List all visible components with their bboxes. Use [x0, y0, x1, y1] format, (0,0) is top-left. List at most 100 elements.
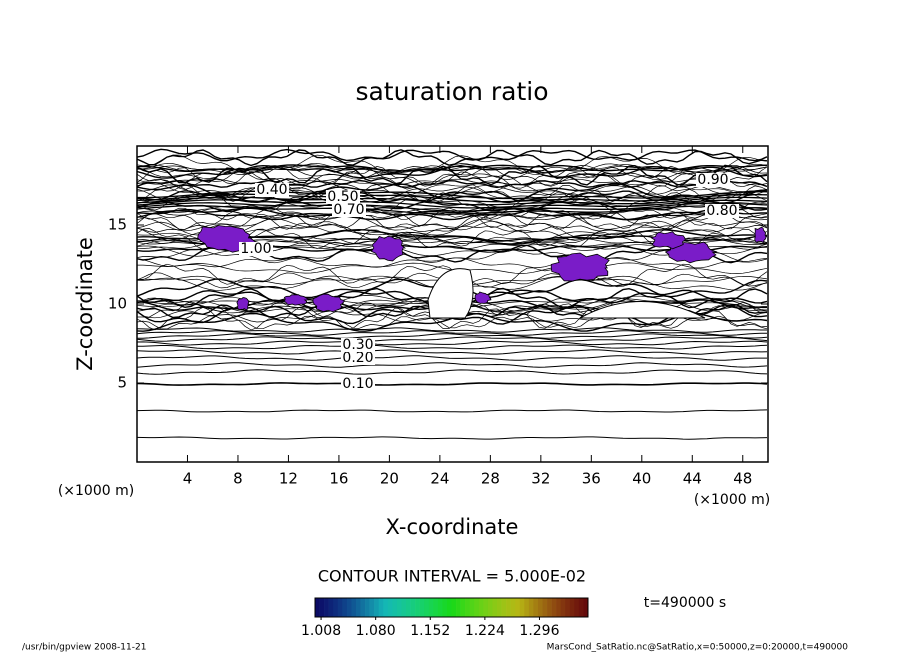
- contour-line: [136, 409, 768, 413]
- colorbar-cell: [437, 598, 443, 617]
- clear-region: [579, 301, 706, 319]
- contour-line: [136, 149, 768, 167]
- contour-label: 0.10: [342, 376, 373, 392]
- footer-left: /usr/bin/gpview 2008-11-21: [22, 643, 146, 653]
- colorbar-cell: [542, 598, 548, 617]
- colorbar-cell: [360, 598, 366, 617]
- x-tick-label: 48: [733, 470, 752, 488]
- time-label: t=490000 s: [644, 595, 726, 611]
- x-tick-label: 4: [183, 470, 193, 488]
- contour-line: [137, 162, 768, 176]
- colorbar-cell: [333, 598, 339, 617]
- colorbar-cell: [487, 598, 493, 617]
- x-tick-label: 12: [279, 470, 298, 488]
- contour-line: [136, 327, 767, 333]
- shaded-region: [370, 235, 407, 262]
- x-tick-label: 28: [481, 470, 500, 488]
- x-tick-label: 8: [233, 470, 243, 488]
- colorbar-cell: [483, 598, 489, 617]
- contour-line: [136, 179, 768, 189]
- y-tick-label: 10: [108, 295, 127, 313]
- colorbar-cell: [510, 598, 516, 617]
- contour-line: [136, 164, 768, 181]
- contour-line: [136, 199, 768, 209]
- colorbar-cell: [337, 598, 343, 617]
- colorbar-cell: [401, 598, 407, 617]
- footer-right: MarsCond_SatRatio.nc@SatRatio,x=0:50000,…: [547, 643, 849, 653]
- contour-line: [136, 344, 768, 350]
- contour-line: [136, 189, 768, 204]
- contour-label: 0.20: [342, 350, 373, 366]
- colorbar-label: 1.008: [301, 623, 341, 639]
- contour-label: 0.30: [342, 337, 373, 353]
- colorbar-cell: [396, 598, 402, 617]
- contour-line: [136, 336, 768, 342]
- colorbar-cell: [442, 598, 448, 617]
- contour-line: [136, 207, 768, 221]
- colorbar-cell: [501, 598, 507, 617]
- label-bg: [341, 351, 375, 365]
- colorbar-cell: [392, 598, 398, 617]
- colorbar-cell: [428, 598, 434, 617]
- shaded-region: [283, 294, 310, 306]
- contour-line: [136, 180, 768, 197]
- colorbar-cell: [419, 598, 425, 617]
- colorbar-cell: [524, 598, 530, 617]
- colorbar-label: 1.152: [410, 623, 450, 639]
- contour-line: [136, 193, 768, 203]
- colorbar-cell: [374, 598, 379, 617]
- colorbar-frame: [314, 597, 589, 618]
- colorbar-cell: [506, 598, 511, 617]
- contour-line: [136, 330, 768, 336]
- label-bg: [341, 338, 375, 352]
- colorbar-cell: [346, 598, 352, 617]
- contour-line: [137, 333, 768, 339]
- colorbar-cell: [492, 598, 498, 617]
- colorbar-label: 1.224: [465, 623, 505, 639]
- colorbar-label: 1.296: [519, 623, 559, 639]
- colorbar-cell: [446, 598, 452, 617]
- contour-label: 0.70: [333, 202, 364, 218]
- y-axis-label: Z-coordinate: [73, 237, 97, 371]
- colorbar-cell: [569, 598, 575, 617]
- contour-interval: CONTOUR INTERVAL = 5.000E-02: [318, 567, 586, 586]
- colorbar-cell: [565, 598, 571, 617]
- colorbar-cell: [410, 598, 416, 617]
- contour-line: [136, 355, 767, 361]
- x-tick-label: 16: [329, 470, 348, 488]
- contour-line: [136, 211, 768, 230]
- shaded-region: [236, 297, 250, 311]
- colorbar-label: 1.080: [356, 623, 396, 639]
- contour-line: [136, 166, 768, 187]
- contour-line: [136, 436, 768, 440]
- colorbar-cell: [547, 598, 552, 617]
- label-bg: [255, 183, 289, 197]
- colorbar-cell: [578, 598, 584, 617]
- contour-label: 0.50: [327, 189, 358, 205]
- contour-line: [136, 349, 768, 355]
- colorbar-cell: [533, 598, 539, 617]
- colorbar-cell: [537, 598, 543, 617]
- label-bg: [341, 377, 375, 391]
- colorbar-cell: [328, 598, 334, 617]
- label-bg: [696, 173, 730, 187]
- contour-line: [136, 202, 768, 212]
- contour-line: [136, 196, 768, 206]
- x-tick-label: 24: [430, 470, 449, 488]
- contour-line: [136, 165, 768, 186]
- y-tick-label: 15: [108, 216, 127, 234]
- colorbar-cell: [474, 598, 480, 617]
- shaded-region: [474, 291, 492, 304]
- colorbar-cell: [351, 598, 357, 617]
- contour-label: 0.90: [697, 172, 728, 188]
- contour-field: [136, 148, 768, 440]
- colorbar-cell: [319, 598, 325, 617]
- x-tick-label: 44: [683, 470, 702, 488]
- x-tick-label: 40: [632, 470, 651, 488]
- contour-line: [136, 369, 768, 375]
- label-bg: [332, 203, 366, 217]
- shaded-region: [650, 231, 686, 250]
- colorbar-cell: [528, 598, 534, 617]
- clear-region: [427, 268, 474, 319]
